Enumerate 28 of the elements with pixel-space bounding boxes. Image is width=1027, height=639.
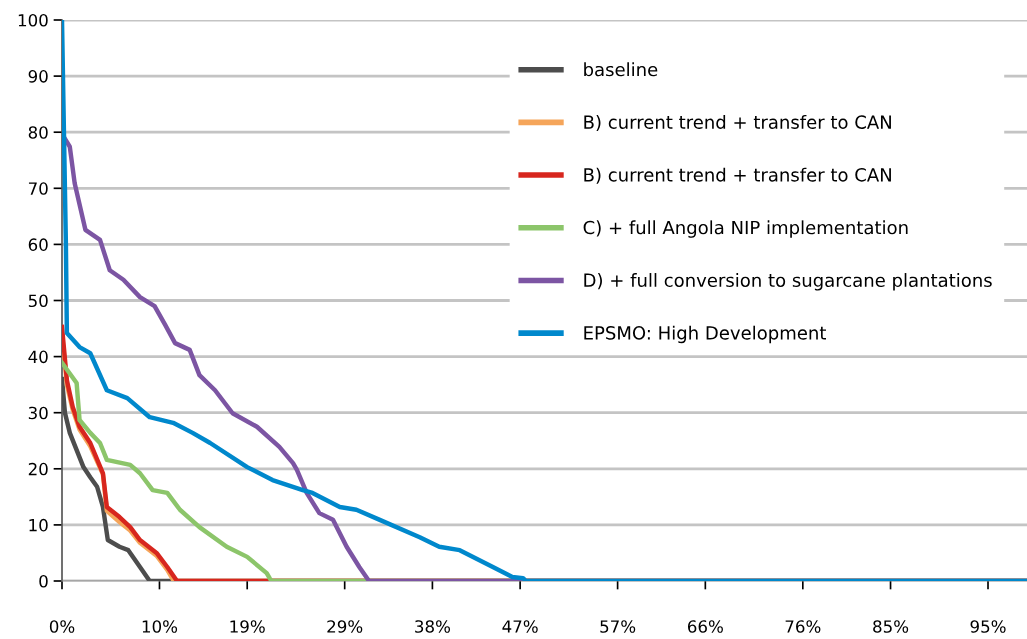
y-tick-label: 10 <box>29 518 48 532</box>
y-tick-label: 100 <box>18 13 48 27</box>
y-tick-label: 60 <box>28 238 48 251</box>
x-tick-label: 29% <box>327 620 363 633</box>
x-tick-label: 76% <box>785 620 821 633</box>
x-tick-label: 57% <box>600 620 636 633</box>
x-tick-label: 66% <box>687 620 723 633</box>
y-tick-label: 80 <box>28 126 48 139</box>
y-tick-label: 50 <box>28 294 48 308</box>
y-tick-label: 0 <box>39 574 48 588</box>
legend-label: baseline <box>584 62 658 77</box>
legend-label: D) + full conversion to sugarcane plantations <box>584 273 992 291</box>
y-tick-label: 70 <box>28 182 48 195</box>
y-tick-label: 30 <box>28 406 48 420</box>
legend-label: B) current trend + transfer to CAN <box>584 114 891 132</box>
legend-label: EPSMO: High Development <box>584 325 826 344</box>
x-tick-label: 10% <box>142 620 178 633</box>
x-tick-label: 19% <box>230 620 265 633</box>
x-tick-label: 85% <box>873 620 909 633</box>
x-tick-label: 0% <box>49 620 75 633</box>
y-tick-label: 90 <box>28 70 48 83</box>
legend-label: C) + full Angola NIP implementation <box>583 220 908 238</box>
y-tick-label: 40 <box>28 350 48 364</box>
x-tick-label: 95% <box>970 620 1006 633</box>
x-tick-label: 38% <box>415 620 451 633</box>
y-tick-label: 20 <box>28 462 48 476</box>
x-tick-label: 47% <box>502 620 538 633</box>
legend-label: B) current trend + transfer to CAN <box>584 167 891 184</box>
